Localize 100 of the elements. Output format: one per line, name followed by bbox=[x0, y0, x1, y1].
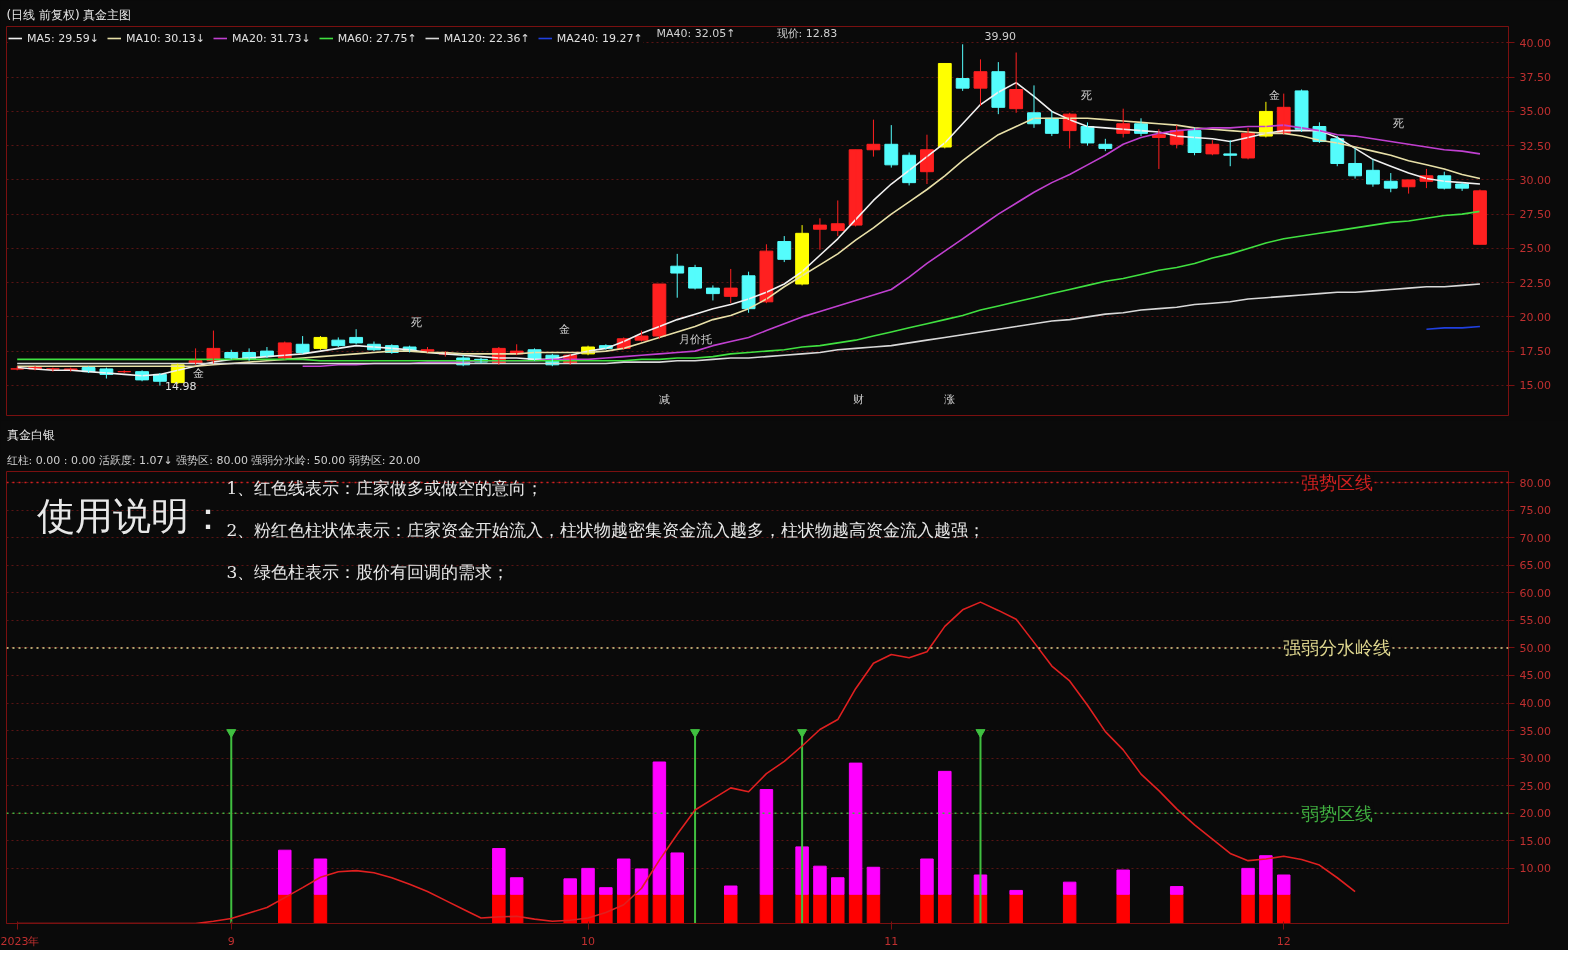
bar bbox=[920, 893, 934, 924]
y-tick-label: 37.50 bbox=[1519, 71, 1551, 85]
y-tick-label: 30.00 bbox=[1519, 173, 1551, 187]
bar bbox=[313, 858, 328, 895]
bar bbox=[599, 887, 613, 895]
bar bbox=[1062, 881, 1077, 895]
bar bbox=[813, 865, 827, 895]
bar bbox=[1169, 886, 1184, 895]
bar bbox=[509, 877, 524, 895]
bar bbox=[652, 893, 667, 924]
annotation: 月价托 bbox=[678, 333, 712, 346]
candlestick bbox=[1455, 182, 1470, 192]
ref-line-label: 强势区线 bbox=[1301, 472, 1374, 494]
legend-label: MA20: 31.73↓ bbox=[231, 31, 311, 45]
chart-title: (日线 前复权) 真金主图 bbox=[6, 7, 132, 22]
y-tick-label: 20.00 bbox=[1519, 310, 1551, 324]
bar bbox=[670, 893, 684, 924]
bar bbox=[920, 858, 934, 895]
legend-label: MA5: 29.59↓ bbox=[27, 31, 99, 45]
bar bbox=[492, 893, 506, 924]
bar bbox=[938, 770, 952, 895]
bar bbox=[1276, 874, 1291, 895]
bar bbox=[759, 893, 774, 924]
candlestick bbox=[1401, 179, 1416, 195]
candlestick bbox=[866, 119, 881, 158]
candlestick bbox=[1383, 172, 1398, 193]
bar bbox=[278, 849, 292, 895]
bar bbox=[724, 893, 738, 924]
annotation: 金 bbox=[1268, 89, 1280, 102]
candlestick bbox=[45, 367, 60, 373]
annotation: 死 bbox=[1080, 89, 1092, 102]
bar bbox=[313, 893, 328, 924]
y-tick-label: 40.00 bbox=[1519, 36, 1551, 50]
annotation: 死 bbox=[1392, 117, 1404, 130]
bar bbox=[866, 866, 881, 895]
candlestick bbox=[1205, 139, 1220, 156]
bar bbox=[492, 848, 506, 895]
bar bbox=[1241, 867, 1255, 895]
y-tick-label: 17.50 bbox=[1519, 345, 1551, 359]
annotation: MA40: 32.05↑ bbox=[656, 27, 736, 40]
bar bbox=[1241, 893, 1255, 924]
y-tick-label: 75.00 bbox=[1519, 504, 1551, 518]
legend-label: MA240: 19.27↑ bbox=[556, 31, 643, 45]
y-tick-label: 35.00 bbox=[1519, 105, 1551, 119]
bar bbox=[866, 893, 881, 924]
candlestick bbox=[937, 62, 952, 149]
candlestick bbox=[117, 369, 132, 374]
candlestick bbox=[670, 253, 685, 299]
x-tick-label: 12 bbox=[1276, 934, 1291, 948]
ref-line-label: 强弱分水岭线 bbox=[1283, 637, 1392, 659]
candlestick bbox=[349, 328, 364, 345]
bar bbox=[831, 877, 845, 895]
bar bbox=[813, 893, 827, 924]
candlestick bbox=[973, 58, 988, 107]
candlestick bbox=[830, 199, 845, 237]
y-tick-label: 70.00 bbox=[1519, 531, 1551, 545]
y-tick-label: 55.00 bbox=[1519, 614, 1551, 628]
annotation: 减 bbox=[658, 393, 670, 406]
y-tick-label: 35.00 bbox=[1519, 724, 1551, 738]
candlestick bbox=[955, 43, 970, 92]
annotation: 2、粉红色柱状体表示：庄家资金开始流入，柱状物越密集资金流入越多，柱状物越高资金流入越强； bbox=[226, 519, 986, 540]
bar bbox=[759, 789, 774, 895]
bar bbox=[581, 867, 595, 895]
candlestick bbox=[813, 217, 827, 251]
annotation: 使用说明： bbox=[36, 493, 227, 538]
x-tick-label: 10 bbox=[581, 934, 596, 948]
bar bbox=[670, 852, 684, 895]
bar bbox=[1009, 889, 1023, 895]
annotation: 1、红色线表示：庄家做多或做空的意向； bbox=[226, 477, 544, 498]
y-tick-label: 32.50 bbox=[1519, 139, 1551, 153]
bar bbox=[1116, 869, 1130, 895]
y-tick-label: 25.00 bbox=[1519, 242, 1551, 256]
candlestick bbox=[991, 61, 1006, 115]
annotation: 39.90 bbox=[984, 29, 1016, 43]
bar bbox=[278, 893, 292, 924]
bar bbox=[848, 893, 863, 924]
bar bbox=[1169, 893, 1184, 924]
line-series bbox=[16, 210, 1481, 362]
bar bbox=[1009, 893, 1023, 924]
candlestick bbox=[723, 268, 738, 304]
y-tick-label: 45.00 bbox=[1519, 669, 1551, 683]
y-tick-label: 15.00 bbox=[1519, 834, 1551, 848]
bar bbox=[634, 893, 649, 924]
annotation: 财 bbox=[852, 393, 864, 406]
candlestick bbox=[634, 330, 649, 343]
candlestick bbox=[1223, 139, 1238, 167]
y-tick-label: 25.00 bbox=[1519, 779, 1551, 793]
y-tick-label: 22.50 bbox=[1519, 276, 1551, 290]
bar bbox=[1062, 893, 1077, 924]
bar bbox=[1116, 893, 1130, 924]
y-tick-label: 50.00 bbox=[1519, 641, 1551, 655]
x-tick-label: 9 bbox=[227, 934, 235, 948]
annotation: 金 bbox=[558, 323, 570, 336]
bar bbox=[599, 893, 613, 924]
bar bbox=[563, 878, 577, 895]
ref-line-label: 弱势区线 bbox=[1301, 802, 1374, 824]
annotation: 涨 bbox=[943, 393, 955, 406]
bar bbox=[652, 761, 667, 895]
y-tick-label: 20.00 bbox=[1519, 807, 1551, 821]
chart-subtitle: 红柱: 0.00 : 0.00 活跃度: 1.07↓ 强势区: 80.00 强弱分水岭: 50.00 弱势区: 20.00 bbox=[6, 453, 421, 467]
